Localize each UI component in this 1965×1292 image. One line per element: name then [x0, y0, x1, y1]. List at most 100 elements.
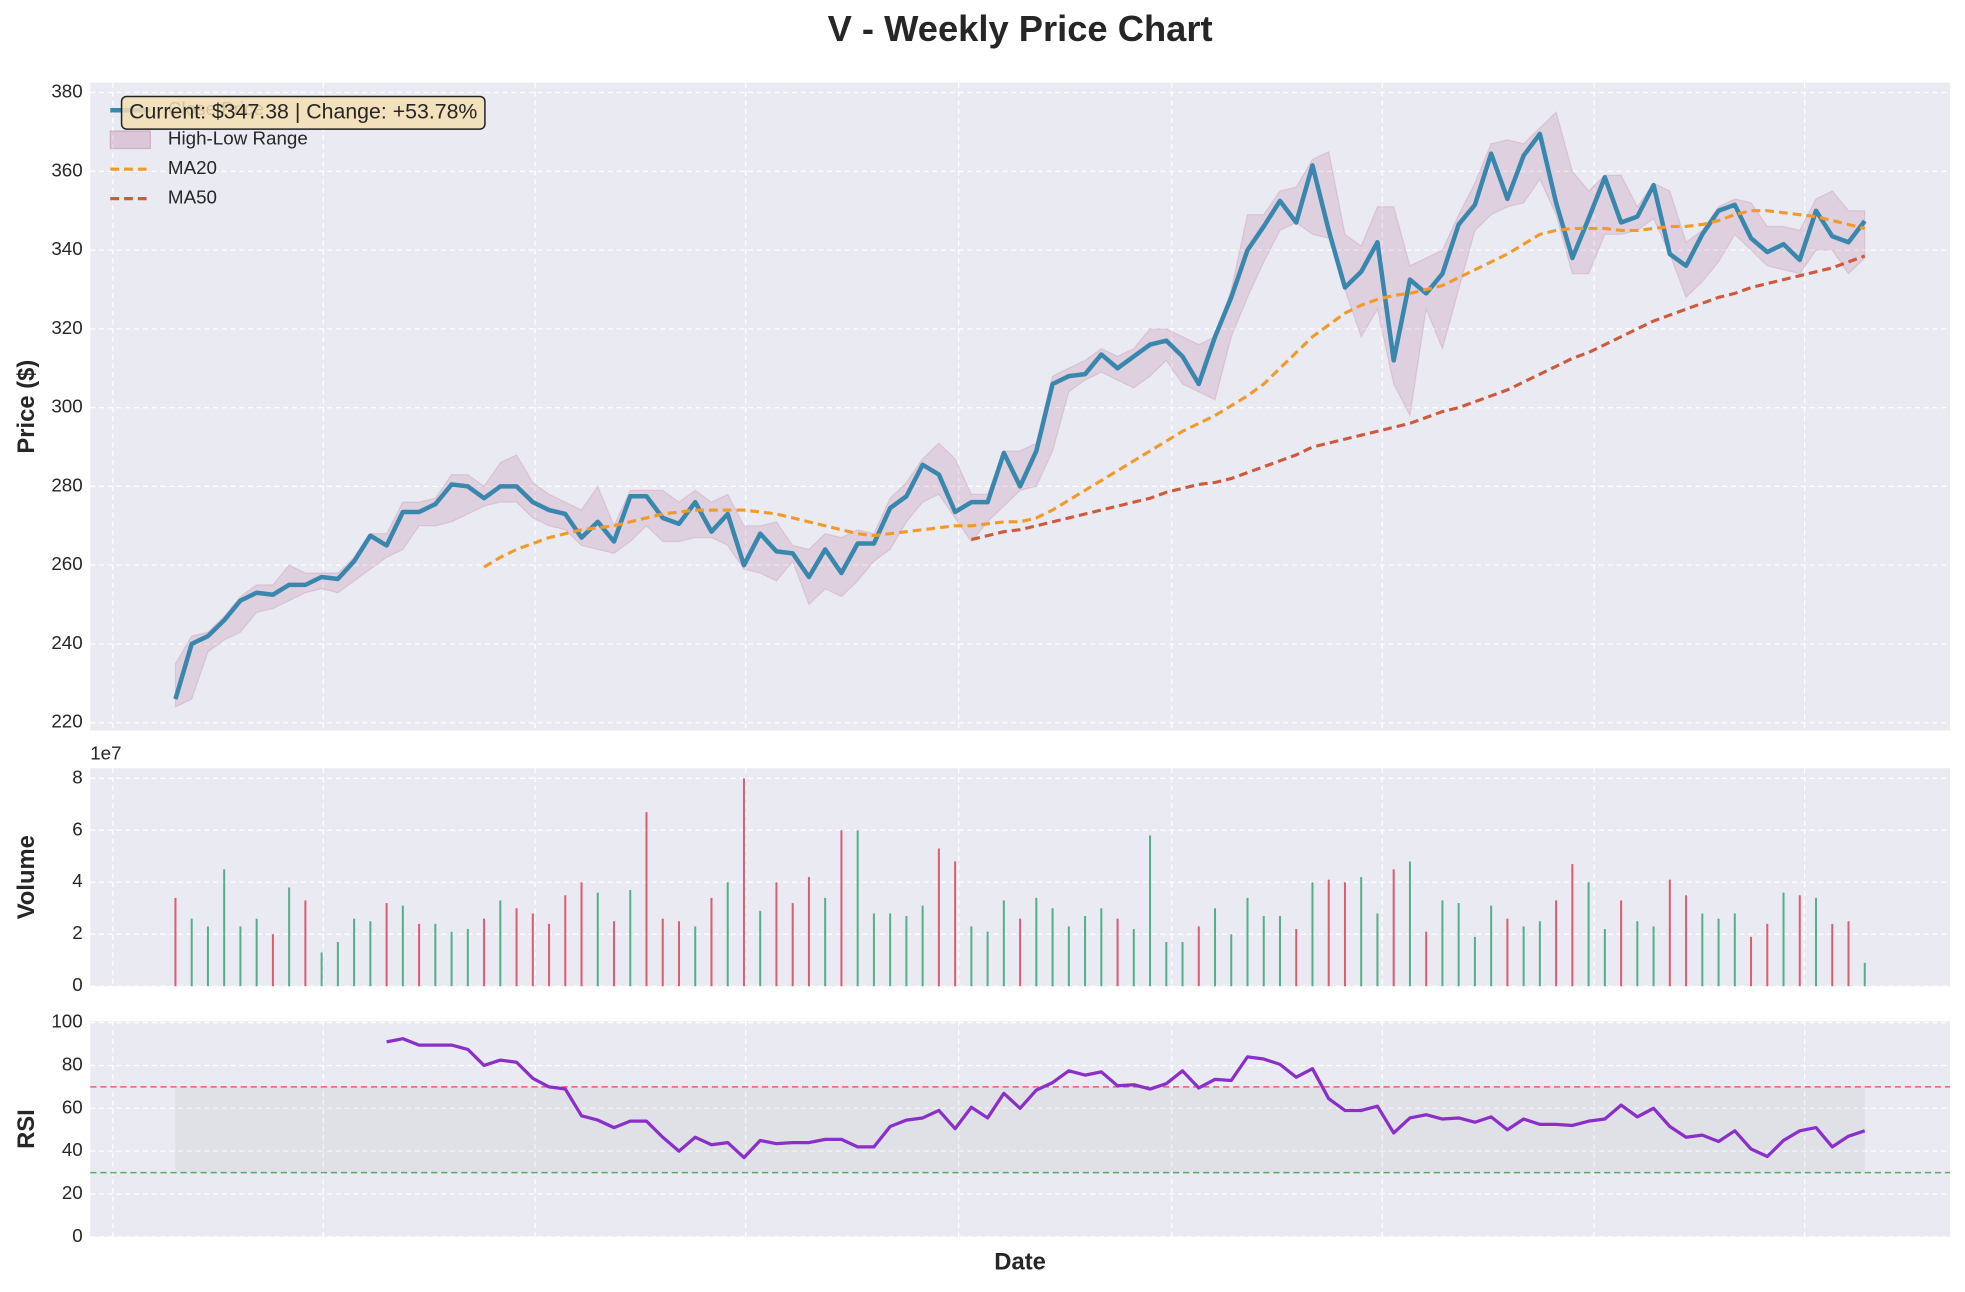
y-tick-label: 0 [72, 1225, 82, 1246]
high-low-band [174, 111, 1866, 708]
volume-bar [1002, 900, 1005, 987]
volume-bar [1733, 913, 1736, 987]
y-tick-label: 60 [62, 1096, 83, 1117]
volume-bar [369, 921, 372, 987]
volume-bar [190, 918, 193, 987]
volume-bar [1782, 892, 1785, 987]
volume-bar [1831, 923, 1834, 987]
y-axis-label: Volume [13, 835, 40, 919]
volume-bar [515, 908, 518, 987]
volume-bar [596, 892, 599, 987]
y-tick-label: 280 [51, 474, 82, 495]
volume-bar [1343, 882, 1346, 987]
volume-bar [856, 830, 859, 987]
volume-bar [677, 921, 680, 987]
volume-bar [970, 926, 973, 987]
axis-offset-label: 1e7 [90, 742, 121, 763]
volume-bar [1798, 895, 1801, 987]
volume-bar [1863, 962, 1866, 987]
volume-bar [499, 900, 502, 987]
series-line [173, 131, 1867, 700]
volume-bar [937, 848, 940, 987]
volume-bar [531, 913, 534, 987]
series-line [971, 254, 1866, 542]
legend-label: MA50 [168, 187, 217, 208]
volume-bar [288, 887, 291, 987]
volume-bar [1717, 918, 1720, 987]
volume-bar [1815, 897, 1818, 987]
volume-bar [742, 778, 745, 987]
volume-bar [255, 918, 258, 987]
plot-area [90, 82, 1950, 731]
volume-bar [872, 913, 875, 987]
volume-bar [1766, 923, 1769, 987]
volume-bar [1149, 835, 1152, 987]
volume-bar [1425, 931, 1428, 987]
volume-bar [1214, 908, 1217, 987]
volume-bar [466, 929, 469, 987]
volume-bar [1230, 934, 1233, 987]
volume-bar [580, 882, 583, 987]
volume-bar [1327, 879, 1330, 987]
volume-bar [239, 926, 242, 987]
y-tick-label: 40 [62, 1139, 83, 1160]
volume-bar [564, 895, 567, 987]
y-tick-label: 80 [62, 1053, 83, 1074]
volume-bar [889, 913, 892, 987]
volume-bar [1603, 929, 1606, 987]
volume-bar [1571, 864, 1574, 987]
y-tick-label: 6 [72, 818, 82, 839]
volume-bar [1392, 869, 1395, 987]
series-line [483, 209, 1866, 569]
volume-bar [1652, 926, 1655, 987]
y-axis-label: RSI [13, 1109, 40, 1149]
y-tick-label: 320 [51, 317, 82, 338]
y-tick-label: 300 [51, 396, 82, 417]
volume-bar [1100, 908, 1103, 987]
y-tick-label: 100 [51, 1011, 82, 1032]
y-tick-label: 0 [72, 974, 82, 995]
volume-bar [1555, 900, 1558, 987]
volume-bar [1116, 918, 1119, 987]
volume-bar [1019, 918, 1022, 987]
y-tick-label: 20 [62, 1182, 83, 1203]
volume-bar [710, 897, 713, 987]
volume-bar [824, 897, 827, 987]
volume-bar [1490, 905, 1493, 987]
volume-bar [336, 942, 339, 987]
volume-bar [1538, 921, 1541, 987]
volume-bar [726, 882, 729, 987]
volume-bar [206, 926, 209, 987]
y-tick-label: 2 [72, 922, 82, 943]
volume-bar [1636, 921, 1639, 987]
volume-bar [1522, 926, 1525, 987]
volume-bar [954, 861, 957, 987]
volume-bar [483, 918, 486, 987]
volume-bar [645, 812, 648, 987]
volume-bar [807, 877, 810, 987]
volume-bar [1701, 913, 1704, 987]
y-axis-label: Price ($) [13, 360, 40, 454]
y-tick-label: 8 [72, 766, 82, 787]
volume-bar [629, 890, 632, 987]
volume-bar [905, 916, 908, 987]
annotation-box [120, 95, 486, 130]
volume-bar [418, 923, 421, 987]
volume-bar [353, 918, 356, 987]
volume-bar [1051, 908, 1054, 987]
y-tick-label: 260 [51, 553, 82, 574]
volume-bar [1750, 936, 1753, 987]
reference-band [175, 1086, 1865, 1173]
volume-bar [223, 869, 226, 987]
series-line [386, 1037, 1866, 1160]
y-tick-label: 340 [51, 238, 82, 259]
volume-bar [1473, 936, 1476, 987]
volume-bar [1067, 926, 1070, 987]
y-tick-label: 380 [51, 81, 82, 102]
volume-bar [921, 905, 924, 987]
volume-bar [661, 918, 664, 987]
volume-bar [1360, 877, 1363, 987]
volume-bar [1295, 929, 1298, 987]
x-axis-label: Date [994, 1248, 1046, 1275]
volume-bar [174, 897, 177, 987]
